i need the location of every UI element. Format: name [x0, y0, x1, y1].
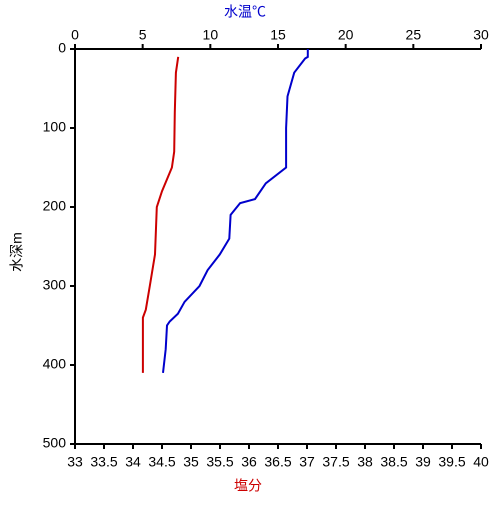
y-tick-label: 400 [43, 356, 67, 372]
y-tick-label: 100 [43, 119, 67, 135]
bottom-tick-label: 37.5 [322, 454, 349, 470]
y-tick-label: 0 [58, 40, 66, 56]
top-tick-label: 10 [203, 27, 219, 43]
bottom-tick-label: 39 [415, 454, 431, 470]
top-tick-label: 20 [338, 27, 354, 43]
y-tick-label: 200 [43, 198, 67, 214]
top-tick-label: 30 [473, 27, 489, 43]
bottom-tick-label: 34 [125, 454, 141, 470]
bottom-axis-label: 塩分 [234, 478, 262, 494]
profile-line [141, 56, 180, 373]
top-tick-label: 5 [139, 27, 147, 43]
bottom-tick-label: 36.5 [264, 454, 291, 470]
top-tick-label: 0 [71, 27, 79, 43]
profile-line [162, 49, 309, 374]
bottom-tick-label: 33 [67, 454, 83, 470]
bottom-tick-label: 33.5 [90, 454, 117, 470]
y-tick-label: 300 [43, 277, 67, 293]
y-tick-label: 500 [43, 435, 67, 451]
y-axis-label: 水深m [9, 232, 25, 272]
bottom-tick-label: 35 [183, 454, 199, 470]
top-axis-label: 水温℃ [224, 4, 266, 20]
bottom-tick-label: 34.5 [148, 454, 175, 470]
top-tick-label: 25 [406, 27, 422, 43]
top-tick-label: 15 [270, 27, 286, 43]
bottom-tick-label: 39.5 [438, 454, 465, 470]
bottom-tick-label: 40 [473, 454, 489, 470]
bottom-tick-label: 36 [241, 454, 257, 470]
bottom-tick-label: 38 [357, 454, 373, 470]
bottom-tick-label: 37 [299, 454, 315, 470]
bottom-tick-label: 35.5 [206, 454, 233, 470]
bottom-tick-label: 38.5 [380, 454, 407, 470]
